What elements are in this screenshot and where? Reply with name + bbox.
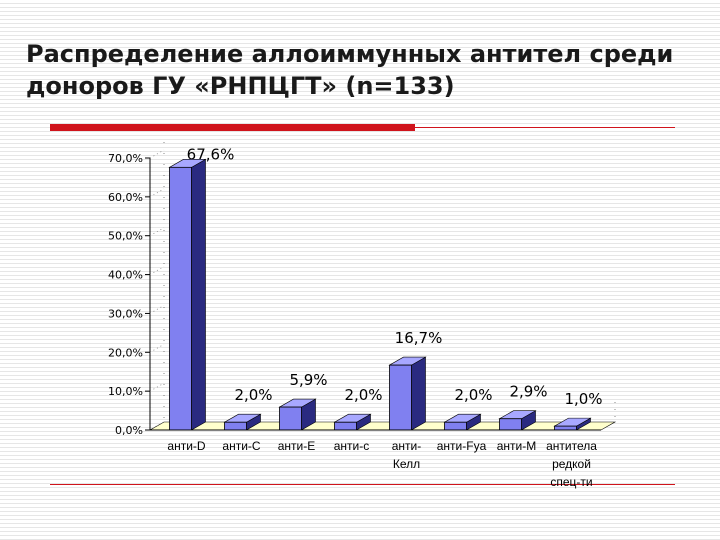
data-label: 67,6%: [187, 145, 235, 163]
y-tick-label: 50,0%: [108, 230, 143, 243]
category-label: спец-ти: [550, 475, 592, 489]
category-label: Келл: [393, 457, 420, 471]
y-tick-label: 40,0%: [108, 269, 143, 282]
y-tick-label: 10,0%: [108, 385, 143, 398]
slide-title-line-1: Распределение аллоиммунных антител среди: [26, 40, 674, 68]
bar: [279, 406, 302, 431]
bar: [169, 166, 192, 431]
accent-line-top: [415, 127, 675, 128]
category-label: анти-: [392, 439, 422, 453]
bar: [334, 421, 357, 431]
y-tick-depth: [149, 227, 165, 237]
category-label: анти-c: [334, 439, 370, 453]
bar: [499, 418, 522, 431]
data-label: 2,0%: [454, 386, 492, 404]
data-label: 2,0%: [234, 386, 272, 404]
y-tick-depth: [149, 305, 165, 314]
category-label: анти-Fya: [437, 439, 487, 453]
y-tick-depth: [149, 188, 165, 198]
data-label: 2,9%: [509, 383, 547, 401]
chart-floor: [148, 421, 617, 431]
y-tick-label: 20,0%: [108, 346, 143, 359]
accent-line-bottom: [50, 484, 675, 485]
slide-title-line-2: доноров ГУ «РНПЦГТ» (n=133): [26, 72, 455, 100]
y-tick-label: 0,0%: [115, 424, 143, 437]
bar-side: [191, 158, 206, 431]
y-tick-depth: [149, 421, 165, 431]
accent-red-bar: [50, 124, 415, 131]
bar: [224, 421, 247, 431]
bar: [554, 425, 577, 431]
y-tick-label: 70,0%: [108, 152, 143, 165]
slide-title: Распределение аллоиммунных антител среди…: [26, 38, 686, 102]
category-label: анти-E: [278, 439, 316, 453]
data-label: 16,7%: [395, 329, 443, 347]
category-label: анти-M: [497, 439, 537, 453]
y-tick-label: 30,0%: [108, 307, 143, 320]
category-label: анти-C: [222, 439, 260, 453]
data-label: 5,9%: [289, 371, 327, 389]
y-tick-depth: [149, 266, 165, 275]
data-label: 2,0%: [344, 386, 382, 404]
category-label: анти-D: [167, 439, 205, 453]
category-label: редкой: [552, 457, 591, 471]
y-tick-label: 60,0%: [108, 191, 143, 204]
bar: [444, 421, 467, 431]
category-label: антитела: [546, 439, 597, 453]
y-tick-depth: [149, 149, 165, 159]
bar-side: [411, 356, 426, 431]
bar: [389, 364, 412, 431]
y-tick-depth: [149, 343, 165, 353]
y-tick-depth: [149, 382, 165, 392]
data-label: 1,0%: [564, 390, 602, 408]
